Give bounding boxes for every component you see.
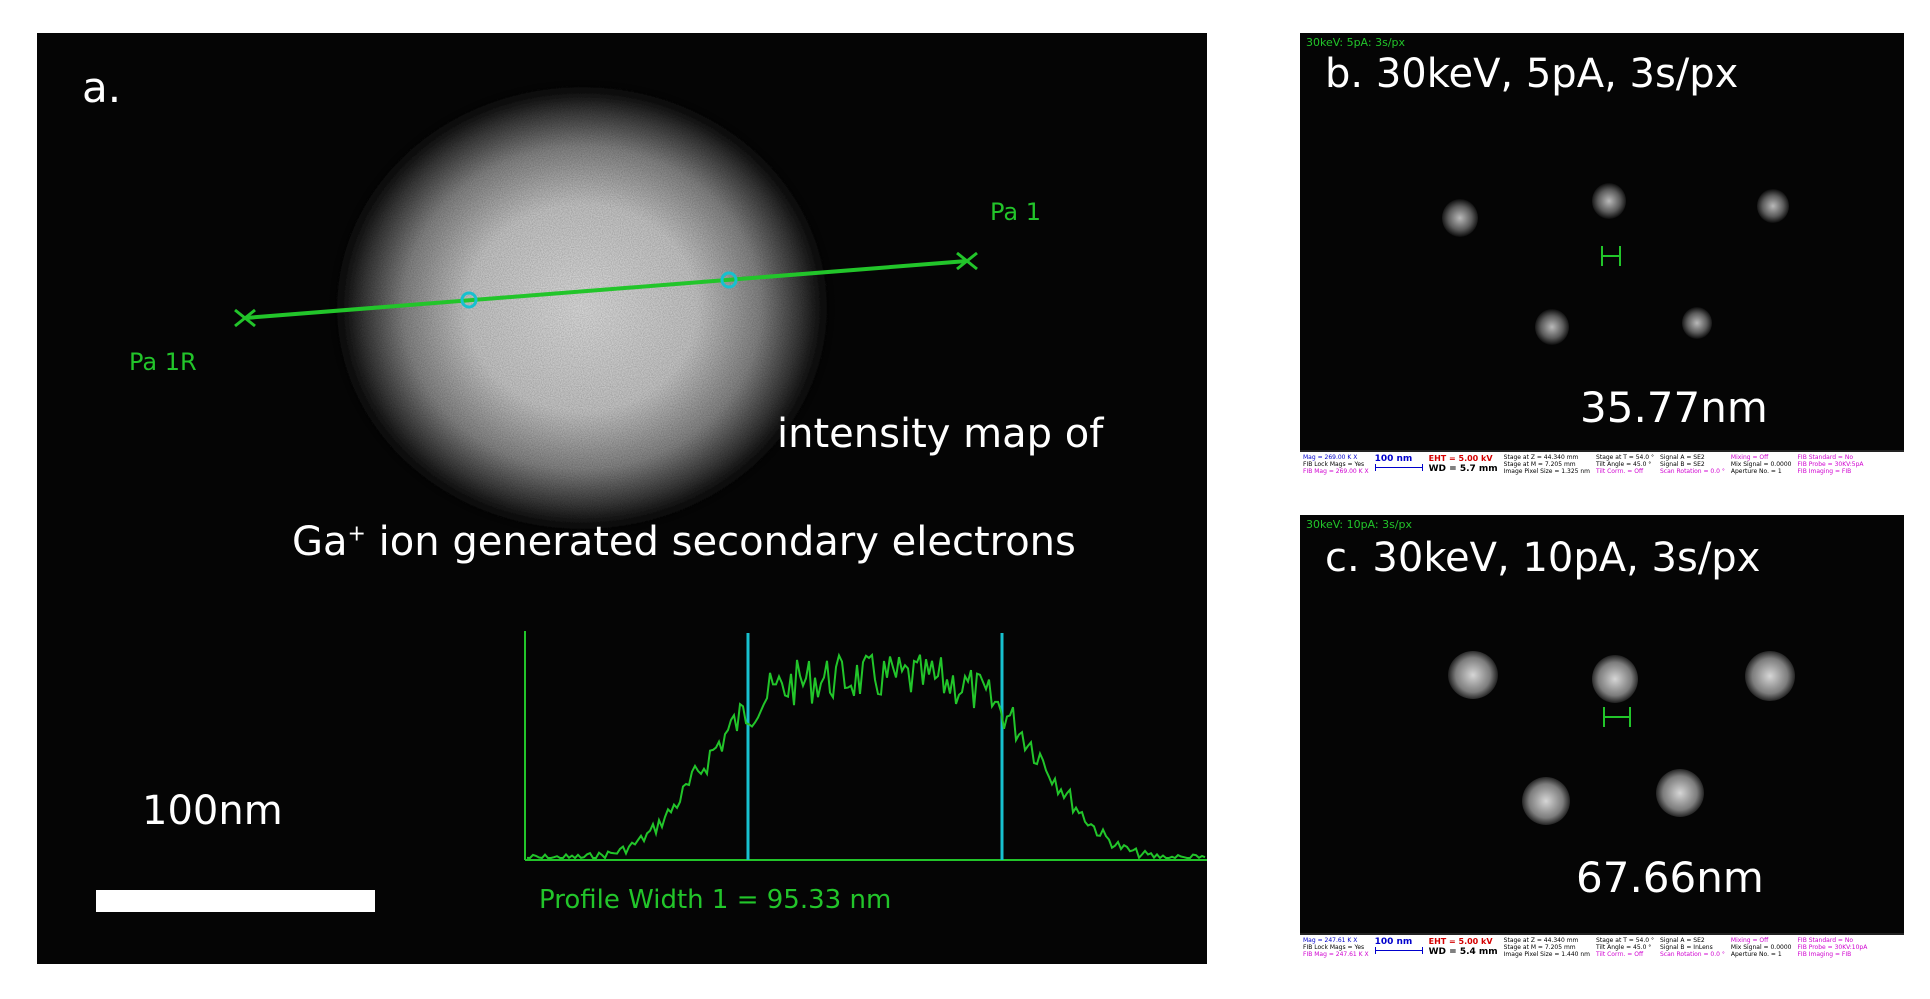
info-mix-signal: Mix Signal = 0.0000: [1730, 461, 1792, 468]
info-scan-rot: Scan Rotation = 0.0 °: [1660, 468, 1725, 475]
spot: [1682, 307, 1712, 339]
info-mix-signal: Mix Signal = 0.0000: [1730, 944, 1792, 951]
info-fib-probe: FIB Probe = 30KV:5pA: [1797, 461, 1864, 468]
info-scale-label: 100 nm: [1374, 454, 1413, 464]
panel-a-canvas: [96, 78, 1207, 912]
info-tilt: Tilt Angle = 45.0 °: [1596, 944, 1652, 951]
info-eht: EHT = 5.00 kV: [1428, 454, 1493, 463]
info-fib-imaging: FIB Imaging = FIB: [1797, 468, 1852, 475]
info-tilt-corr: Tilt Corrn. = Off: [1596, 468, 1644, 475]
info-scan-rot: Scan Rotation = 0.0 °: [1660, 951, 1725, 958]
info-scale-bar: [1374, 947, 1423, 954]
panel-c-sem-image: 30keV: 10pA: 3s/px c. 30keV, 10pA, 3s/px…: [1300, 515, 1904, 966]
panel-a-sem-image: a. Pa 1 Pa 1R intensity map of Ga+ ion g…: [37, 33, 1207, 964]
spot: [1535, 309, 1569, 345]
info-fib-mag: FIB Mag = 269.00 K X: [1303, 468, 1369, 475]
info-stage-m: Stage at M = 7.205 mm: [1503, 461, 1576, 468]
caption-line-1: intensity map of: [777, 411, 1104, 457]
info-fib-standard: FIB Standard = No: [1797, 937, 1854, 944]
spot: [1745, 651, 1795, 701]
caption-ga: Ga: [292, 519, 348, 565]
info-stage-z: Stage at Z = 44.340 mm: [1503, 937, 1579, 944]
info-tilt-corr: Tilt Corrn. = Off: [1596, 951, 1644, 958]
info-stage-z: Stage at Z = 44.340 mm: [1503, 454, 1579, 461]
profile-width-text: Profile Width 1 = 95.33 nm: [539, 885, 892, 915]
spot: [1442, 199, 1478, 237]
info-stage-m: Stage at M = 7.205 mm: [1503, 944, 1576, 951]
marker-left-x: [234, 308, 256, 328]
intensity-spot: [327, 78, 837, 538]
info-pixel: Image Pixel Size = 1.440 nm: [1503, 951, 1591, 958]
info-pixel: Image Pixel Size = 1.325 nm: [1503, 468, 1591, 475]
spot: [1522, 777, 1570, 825]
info-wd: WD = 5.4 mm: [1428, 947, 1498, 957]
info-scale-label: 100 nm: [1374, 937, 1413, 947]
info-fib-mag: FIB Mag = 247.61 K X: [1303, 951, 1369, 958]
info-scale-bar: [1374, 464, 1423, 471]
info-aperture: Aperture No. = 1: [1730, 951, 1782, 958]
profile-curve: [526, 652, 1206, 860]
info-signal-a: Signal A = SE2: [1660, 454, 1705, 461]
info-fib-imaging: FIB Imaging = FIB: [1797, 951, 1852, 958]
caption-rest: ion generated secondary electrons: [365, 519, 1076, 565]
info-fib-lock: FIB Lock Mags = Yes: [1303, 944, 1365, 951]
panel-a-label: a.: [82, 63, 122, 112]
scale-bar-label: 100nm: [142, 788, 283, 834]
panel-c-label: c. 30keV, 10pA, 3s/px: [1325, 535, 1761, 581]
panel-b-sem-image: 30keV: 5pA: 3s/px b. 30keV, 5pA, 3s/px 3…: [1300, 33, 1904, 483]
panel-b-measurement: 35.77nm: [1580, 383, 1768, 432]
info-eht: EHT = 5.00 kV: [1428, 937, 1493, 946]
scale-bar: [96, 890, 375, 912]
caption-line-2: Ga+ ion generated secondary electrons: [292, 519, 1076, 565]
info-signal-b: Signal B = InLens: [1660, 944, 1713, 951]
info-aperture: Aperture No. = 1: [1730, 468, 1782, 475]
info-wd: WD = 5.7 mm: [1428, 464, 1498, 474]
info-fib-probe: FIB Probe = 30KV:10pA: [1797, 944, 1868, 951]
panel-b-label: b. 30keV, 5pA, 3s/px: [1325, 51, 1739, 97]
spot: [1592, 183, 1626, 219]
info-mixing: Mixing = Off: [1730, 454, 1769, 461]
caption-superscript: +: [347, 521, 366, 547]
info-mixing: Mixing = Off: [1730, 937, 1769, 944]
spot: [1656, 769, 1704, 817]
info-signal-a: Signal A = SE2: [1660, 937, 1705, 944]
marker-right-x: [956, 251, 978, 271]
measure-bracket-icon: [1601, 246, 1621, 266]
cursor-left-circle: [460, 291, 478, 309]
marker-right-label: Pa 1: [990, 198, 1041, 226]
info-signal-b: Signal B = SE2: [1660, 461, 1705, 468]
measure-bracket-icon: [1603, 707, 1631, 727]
info-stage-t: Stage at T = 54.0 °: [1596, 454, 1654, 461]
info-tilt: Tilt Angle = 45.0 °: [1596, 461, 1652, 468]
info-fib-standard: FIB Standard = No: [1797, 454, 1854, 461]
marker-left-label: Pa 1R: [129, 348, 197, 376]
cursor-right-circle: [720, 271, 738, 289]
panel-c-measurement: 67.66nm: [1576, 853, 1764, 902]
spot: [1592, 655, 1638, 703]
panel-b-header: 30keV: 5pA: 3s/px: [1306, 36, 1406, 49]
profile-line: [244, 259, 968, 320]
info-mag: Mag = 269.00 K X: [1303, 454, 1358, 461]
panel-c-header: 30keV: 10pA: 3s/px: [1306, 518, 1413, 531]
info-fib-lock: FIB Lock Mags = Yes: [1303, 461, 1365, 468]
info-stage-t: Stage at T = 54.0 °: [1596, 937, 1654, 944]
spot: [1757, 189, 1789, 223]
panel-b-info-bar: Mag = 269.00 K X FIB Lock Mags = Yes FIB…: [1300, 450, 1904, 483]
spot: [1448, 651, 1498, 699]
info-mag: Mag = 247.61 K X: [1303, 937, 1358, 944]
panel-c-info-bar: Mag = 247.61 K X FIB Lock Mags = Yes FIB…: [1300, 933, 1904, 966]
